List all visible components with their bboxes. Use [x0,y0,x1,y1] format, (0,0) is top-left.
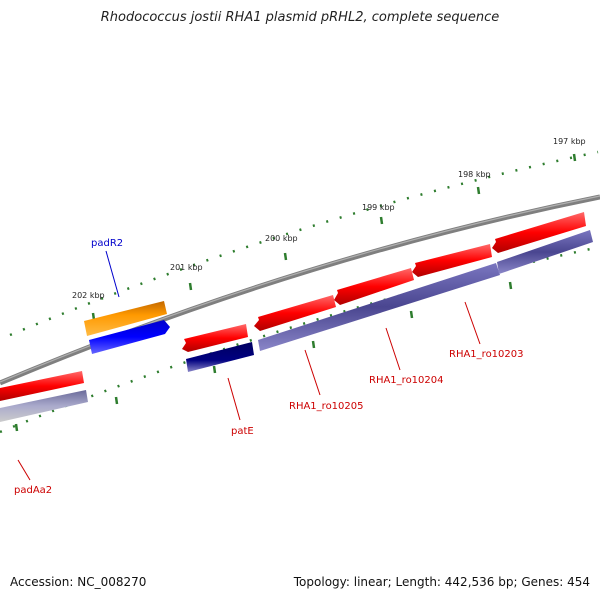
feature-bar-patE [186,342,254,372]
feature-bar-long-2 [497,230,593,274]
leader-patE [227,377,241,421]
kbp-label-202: 202 kbp [72,291,105,300]
topology-text: Topology: linear; Length: 442,536 bp; Ge… [293,575,590,589]
leader-padAa2 [17,459,31,481]
leader-RHA1_ro10204 [385,327,401,371]
leader-RHA1_ro10203 [464,301,481,345]
kbp-label-198: 198 kbp [458,170,491,179]
outer-major-ticks [91,153,577,321]
leader-RHA1_ro10205 [304,349,321,396]
map-title: Rhodococcus jostii RHA1 plasmid pRHL2, c… [100,10,500,25]
gene-label-RHA1_ro10205: RHA1_ro10205 [289,401,364,412]
gene-label-RHA1_ro10204: RHA1_ro10204 [369,375,444,386]
kbp-label-201: 201 kbp [170,263,203,272]
cds-RHA1_ro10203b [492,212,586,253]
kbp-label-197: 197 kbp [553,137,586,146]
genome-backbone [0,194,600,386]
feature-bar-left [0,390,88,422]
leader-padR2 [105,250,120,298]
gene-label-RHA1_ro10203: RHA1_ro10203 [449,349,524,360]
feature-padR2-orange [84,301,167,336]
gene-label-padAa2: padAa2 [14,485,52,496]
gene-label-patE: patE [231,426,254,437]
kbp-label-199: 199 kbp [362,203,395,212]
cds-padR2 [89,320,170,354]
cds-RHA1_ro10203a [412,244,492,277]
cds-padAa2 [0,371,84,401]
accession-text: Accession: NC_008270 [10,575,147,589]
cds-RHA1_ro10205 [254,295,336,331]
inner-major-ticks [14,281,513,432]
cds-patE [182,324,248,352]
cds-RHA1_ro10204 [334,268,414,305]
kbp-label-200: 200 kbp [265,234,298,243]
gene-label-padR2: padR2 [91,238,123,249]
feature-bar-long-1 [258,263,500,351]
